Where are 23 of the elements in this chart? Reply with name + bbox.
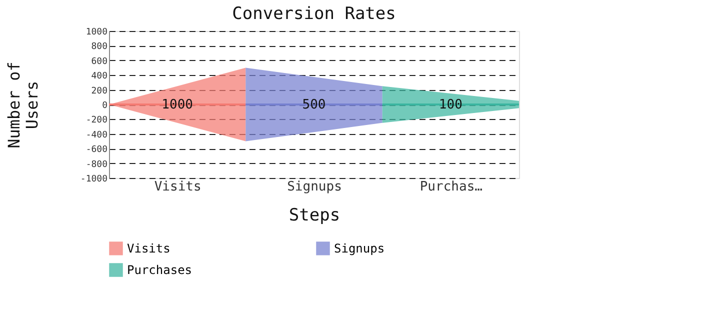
y-tick-label: 400 <box>91 72 108 82</box>
annotation: 500 <box>302 98 326 112</box>
y-tick-label: 0 <box>102 101 108 111</box>
x-axis-title: Steps <box>288 206 340 226</box>
y-tick-label: 600 <box>91 56 108 67</box>
annotation: 100 <box>438 98 462 112</box>
y-tick-label: -1000 <box>80 174 108 184</box>
y-tick-label: -800 <box>86 160 108 170</box>
annotation: 1000 <box>162 98 193 112</box>
y-tick-label: -600 <box>86 145 108 156</box>
y-tick-label: 1000 <box>86 28 108 38</box>
legend-label: Purchases <box>127 263 192 277</box>
y-tick-label: -200 <box>86 116 108 126</box>
x-tick-label: Signups <box>287 180 342 194</box>
x-tick-label: Visits <box>154 180 202 194</box>
legend-label: Visits <box>127 241 170 256</box>
y-tick-label: 200 <box>91 86 108 96</box>
legend-label: Signups <box>334 241 385 256</box>
chart-title: Conversion Rates <box>232 4 396 24</box>
y-tick-label: -400 <box>86 130 108 140</box>
y-axis-title: Number of Users <box>4 62 42 148</box>
y-tick-label: 800 <box>91 42 108 52</box>
x-tick-label: Purchas… <box>420 180 483 194</box>
